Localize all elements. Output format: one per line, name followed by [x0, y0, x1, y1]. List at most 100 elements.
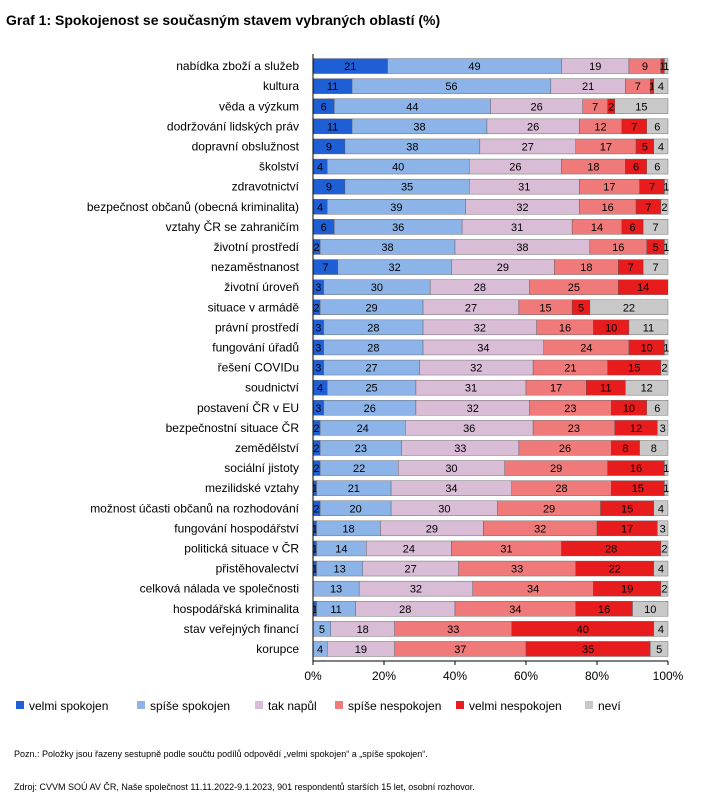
data-label: 9 [642, 61, 648, 73]
data-label: 39 [390, 202, 402, 214]
data-label: 11 [327, 81, 338, 93]
data-label: 3 [660, 423, 666, 435]
data-label: 3 [315, 322, 321, 334]
data-label: 13 [330, 584, 342, 596]
data-label: 32 [474, 322, 486, 334]
data-label: 22 [623, 302, 635, 314]
bar-segment [664, 460, 669, 476]
data-label: 16 [612, 242, 624, 254]
data-label: 40 [392, 162, 404, 174]
data-label: 14 [335, 543, 347, 555]
data-label: 1 [663, 61, 669, 73]
source-note: Zdroj: CVVM SOÚ AV ČR, Naše společnost 1… [14, 782, 475, 792]
category-label: fungování hospodářství [174, 521, 299, 535]
category-label: situace v armádě [208, 300, 300, 314]
data-label: 7 [322, 262, 328, 274]
data-label: 4 [317, 162, 323, 174]
data-label: 1 [312, 604, 318, 616]
data-label: 25 [365, 383, 377, 395]
bar-segment [589, 299, 669, 315]
data-label: 29 [543, 503, 555, 515]
data-label: 6 [321, 222, 327, 234]
bar-segment [614, 98, 669, 114]
x-tick-label: 60% [514, 669, 538, 683]
data-label: 7 [653, 222, 659, 234]
data-label: 10 [623, 403, 635, 415]
data-label: 32 [467, 403, 479, 415]
category-label: fungování úřadů [212, 340, 299, 354]
data-label: 26 [509, 162, 521, 174]
data-label: 29 [550, 463, 562, 475]
data-label: 1 [649, 81, 655, 93]
data-label: 35 [401, 182, 413, 194]
data-label: 21 [564, 363, 576, 375]
data-label: 3 [315, 363, 321, 375]
category-label: věda a výzkum [219, 99, 299, 113]
data-label: 28 [399, 604, 411, 616]
data-label: 11 [330, 604, 341, 616]
bar-segment [653, 621, 669, 637]
data-label: 8 [622, 443, 628, 455]
data-label: 2 [661, 543, 667, 555]
data-label: 4 [658, 81, 664, 93]
data-label: 3 [315, 403, 321, 415]
legend-label: spíše spokojen [150, 699, 230, 713]
data-label: 31 [500, 543, 512, 555]
category-label: nezaměstnanost [211, 260, 300, 274]
data-label: 7 [635, 81, 641, 93]
data-label: 37 [454, 644, 466, 656]
legend-swatch [335, 701, 343, 709]
bar-segment [664, 178, 669, 195]
data-label: 5 [653, 242, 659, 254]
data-label: 17 [603, 182, 615, 194]
legend-label: velmi spokojen [29, 699, 108, 713]
data-label: 31 [465, 383, 477, 395]
data-label: 14 [591, 222, 603, 234]
data-label: 1 [312, 483, 318, 495]
data-label: 44 [406, 101, 418, 113]
category-label: mezilidské vztahy [205, 481, 299, 495]
data-label: 9 [326, 141, 332, 153]
data-label: 6 [654, 121, 660, 133]
data-label: 2 [313, 302, 319, 314]
data-label: 16 [598, 604, 610, 616]
category-label: vztahy ČR se zahraničím [166, 219, 299, 234]
data-label: 15 [539, 302, 551, 314]
data-label: 30 [371, 282, 383, 294]
data-label: 26 [364, 403, 376, 415]
category-label: hospodářská kriminalita [173, 602, 299, 616]
data-label: 1 [660, 61, 666, 73]
data-label: 1 [663, 483, 669, 495]
data-label: 11 [327, 121, 338, 133]
category-label: životní prostředí [214, 240, 300, 254]
data-label: 29 [497, 262, 509, 274]
category-label: řešení COVIDu [218, 361, 299, 375]
data-label: 1 [663, 463, 669, 475]
data-label: 17 [600, 141, 612, 153]
data-label: 19 [589, 61, 601, 73]
data-label: 2 [608, 101, 614, 113]
category-label: kultura [263, 79, 299, 93]
bar-segment [653, 138, 669, 155]
data-label: 7 [592, 101, 598, 113]
data-label: 29 [426, 523, 438, 535]
data-label: 36 [463, 423, 475, 435]
data-label: 12 [594, 121, 606, 133]
category-label: politická situace v ČR [184, 540, 299, 555]
data-label: 1 [312, 543, 318, 555]
x-tick-label: 0% [304, 669, 322, 683]
bar-segment [650, 641, 669, 657]
category-label: zdravotnictví [232, 180, 300, 194]
data-label: 19 [621, 584, 633, 596]
bar-segment [657, 420, 669, 436]
category-label: životní úroveň [224, 280, 299, 294]
footnote: Pozn.: Položky jsou řazeny sestupně podl… [14, 749, 428, 759]
data-label: 27 [405, 564, 417, 576]
data-label: 24 [403, 543, 415, 555]
data-label: 15 [628, 363, 640, 375]
bar-segment [646, 158, 669, 175]
category-label: dopravní obslužnost [192, 139, 300, 153]
category-label: postavení ČR v EU [197, 400, 299, 415]
bar-segment [664, 58, 669, 74]
